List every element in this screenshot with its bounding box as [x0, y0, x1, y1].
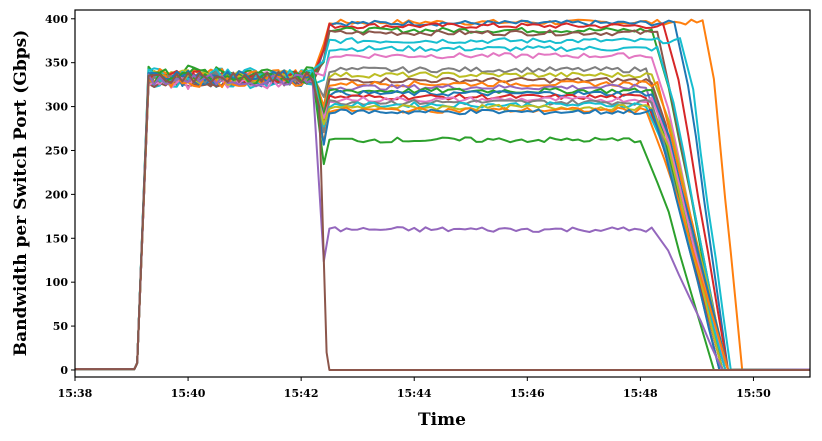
x-axis-title: Time [418, 410, 466, 430]
x-tick-label: 15:42 [284, 387, 319, 400]
x-tick-label: 15:50 [736, 387, 771, 400]
series-lines [75, 18, 811, 371]
series-line-12 [75, 68, 811, 371]
y-tick-label: 150 [45, 232, 68, 245]
y-tick-label: 250 [45, 144, 68, 157]
y-tick-label: 100 [45, 276, 68, 289]
series-line-15 [75, 73, 811, 371]
series-line-21 [75, 74, 811, 371]
y-tick-label: 200 [45, 188, 68, 201]
x-tick-label: 15:46 [510, 387, 545, 400]
x-tick-label: 15:40 [171, 387, 206, 400]
y-axis-title: Bandwidth per Switch Port (Gbps) [11, 30, 31, 357]
y-axis: 0 50 100 150 200 250 300 350 400 [45, 13, 75, 377]
series-line-25 [75, 70, 810, 371]
series-line-11 [75, 74, 811, 371]
plot-frame [74, 9, 811, 378]
y-tick-label: 400 [45, 13, 68, 26]
x-tick-label: 15:38 [58, 387, 93, 400]
series-line-17 [75, 75, 811, 371]
y-tick-label: 50 [53, 320, 69, 333]
series-line-23 [75, 71, 811, 371]
y-tick-label: 350 [45, 57, 68, 70]
y-tick-label: 300 [45, 101, 68, 114]
series-line-22 [75, 69, 811, 371]
series-line-24 [75, 73, 811, 371]
y-tick-label: 0 [60, 364, 68, 377]
x-axis: 15:38 15:40 15:42 15:44 15:46 15:48 15:50 [58, 377, 771, 400]
x-tick-label: 15:44 [397, 387, 432, 400]
x-tick-label: 15:48 [623, 387, 658, 400]
